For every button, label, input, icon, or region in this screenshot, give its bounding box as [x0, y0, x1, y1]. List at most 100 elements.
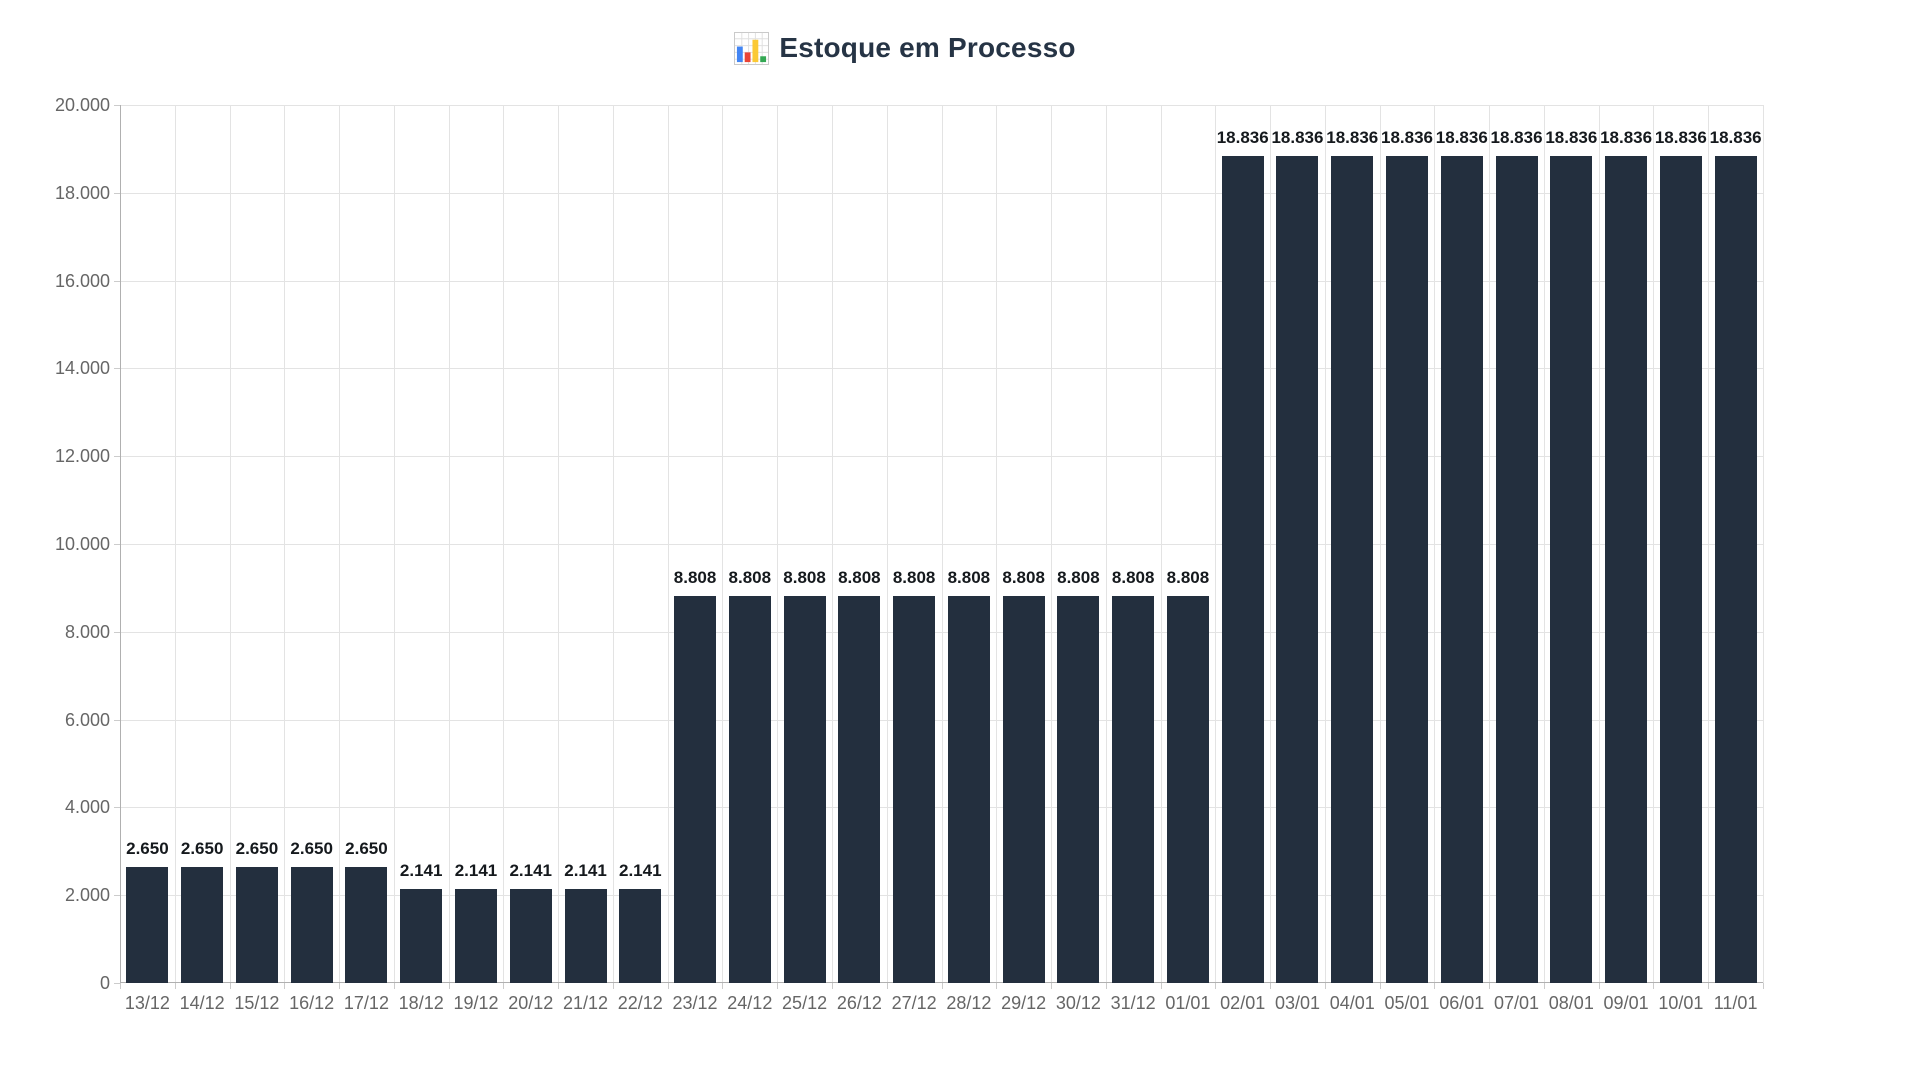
x-axis-label: 20/12 — [508, 993, 554, 1013]
bar[interactable] — [1221, 156, 1264, 983]
bar[interactable] — [1057, 596, 1100, 983]
bar-value-label: 18.836 — [1381, 128, 1434, 148]
x-axis-label: 02/01 — [1220, 993, 1266, 1013]
x-gridline — [1105, 105, 1107, 983]
bar-value-label: 8.808 — [838, 568, 881, 588]
x-gridline — [1160, 105, 1162, 983]
bar[interactable] — [454, 889, 497, 983]
bar[interactable] — [1276, 156, 1319, 983]
y-axis-label: 18.000 — [54, 182, 110, 203]
x-gridline — [174, 105, 176, 983]
bar-value-label: 8.808 — [1002, 568, 1045, 588]
bar[interactable] — [181, 866, 224, 983]
y-axis-tick — [114, 983, 120, 984]
x-gridline — [722, 105, 724, 983]
bar[interactable] — [345, 866, 388, 983]
bar-value-label: 18.836 — [1271, 128, 1324, 148]
y-axis-tick — [114, 456, 120, 458]
x-gridline — [667, 105, 669, 983]
y-axis-tick — [114, 192, 120, 194]
bar[interactable] — [509, 889, 552, 983]
bar[interactable] — [1440, 156, 1483, 983]
bar-value-label: 18.836 — [1654, 128, 1707, 148]
x-axis-label: 01/01 — [1165, 993, 1211, 1013]
x-axis-label: 15/12 — [234, 993, 280, 1013]
x-gridline — [886, 105, 888, 983]
x-axis-tick — [667, 983, 669, 989]
bar-chart-emoji-icon — [734, 31, 770, 65]
x-gridline — [831, 105, 833, 983]
bar[interactable] — [1550, 156, 1593, 983]
bar-value-label: 18.836 — [1435, 128, 1488, 148]
bar-value-label: 8.808 — [728, 568, 772, 588]
bar[interactable] — [1495, 156, 1538, 983]
y-axis-label: 12.000 — [54, 446, 110, 467]
bar[interactable] — [564, 889, 607, 983]
bar-value-label: 18.836 — [1490, 128, 1543, 148]
bar-value-label: 2.141 — [454, 861, 498, 880]
bar-value-label: 2.141 — [509, 861, 553, 880]
x-gridline — [229, 105, 231, 983]
bar[interactable] — [1166, 596, 1209, 983]
x-axis-tick — [1489, 983, 1491, 989]
x-axis-label: 24/12 — [727, 993, 773, 1013]
bar[interactable] — [1002, 596, 1045, 983]
x-gridline — [1270, 105, 1272, 983]
x-axis-label: 08/01 — [1548, 993, 1594, 1013]
bar[interactable] — [893, 596, 936, 983]
y-axis-label: 20.000 — [54, 95, 110, 115]
y-axis-tick — [114, 368, 120, 370]
bar-value-label: 2.650 — [126, 838, 169, 858]
x-axis-label: 21/12 — [562, 993, 609, 1013]
x-gridline — [612, 105, 614, 983]
x-gridline — [1215, 105, 1217, 983]
y-axis-label: 4.000 — [64, 797, 110, 818]
bar[interactable] — [400, 889, 443, 983]
x-axis-tick — [558, 983, 560, 989]
bar[interactable] — [1386, 156, 1429, 983]
x-gridline — [1324, 105, 1326, 983]
plot-area: 0 2.000 4.000 6.000 8.000 10.000 12.000 14.000 1… — [55, 96, 1764, 1012]
x-axis-label: 16/12 — [289, 993, 335, 1013]
x-axis-label: 31/12 — [1110, 993, 1156, 1013]
y-axis-tick — [114, 105, 120, 106]
x-axis-label: 10/01 — [1658, 993, 1704, 1013]
bar[interactable] — [1605, 156, 1648, 983]
x-axis-tick — [448, 983, 450, 989]
bar[interactable] — [1714, 156, 1757, 983]
bar[interactable] — [728, 596, 771, 983]
x-gridline — [1708, 105, 1710, 983]
x-gridline — [1434, 105, 1436, 983]
bar-value-label: 8.808 — [673, 568, 717, 588]
bar[interactable] — [674, 596, 717, 983]
bar[interactable] — [947, 596, 990, 983]
bar[interactable] — [783, 596, 826, 983]
x-axis-tick — [229, 983, 231, 989]
bar[interactable] — [1659, 156, 1702, 983]
bar[interactable] — [126, 866, 169, 983]
y-axis-tick — [114, 544, 120, 545]
bar[interactable] — [1112, 596, 1155, 983]
bar-value-label: 2.650 — [345, 838, 388, 858]
x-axis-label: 17/12 — [343, 993, 389, 1013]
x-axis-label: 22/12 — [617, 993, 663, 1013]
x-axis-tick — [284, 983, 286, 989]
bar[interactable] — [290, 866, 333, 983]
x-axis-tick — [1653, 983, 1655, 989]
x-gridline — [284, 105, 286, 983]
bar[interactable] — [1331, 156, 1374, 983]
y-axis-tick — [114, 719, 120, 721]
x-axis-tick — [1543, 983, 1545, 989]
x-axis-label: 06/01 — [1439, 993, 1485, 1013]
bar-value-label: 8.808 — [783, 568, 826, 588]
x-axis-tick — [503, 983, 505, 989]
bar-value-label: 18.836 — [1600, 128, 1653, 148]
bar[interactable] — [235, 866, 278, 983]
y-axis-label: 6.000 — [64, 709, 110, 730]
bar[interactable] — [619, 889, 662, 983]
bar[interactable] — [838, 596, 881, 983]
x-axis-tick — [1105, 983, 1107, 989]
x-gridline — [1653, 105, 1655, 983]
bar-value-label: 2.650 — [290, 838, 333, 858]
y-axis-tick — [114, 895, 120, 897]
